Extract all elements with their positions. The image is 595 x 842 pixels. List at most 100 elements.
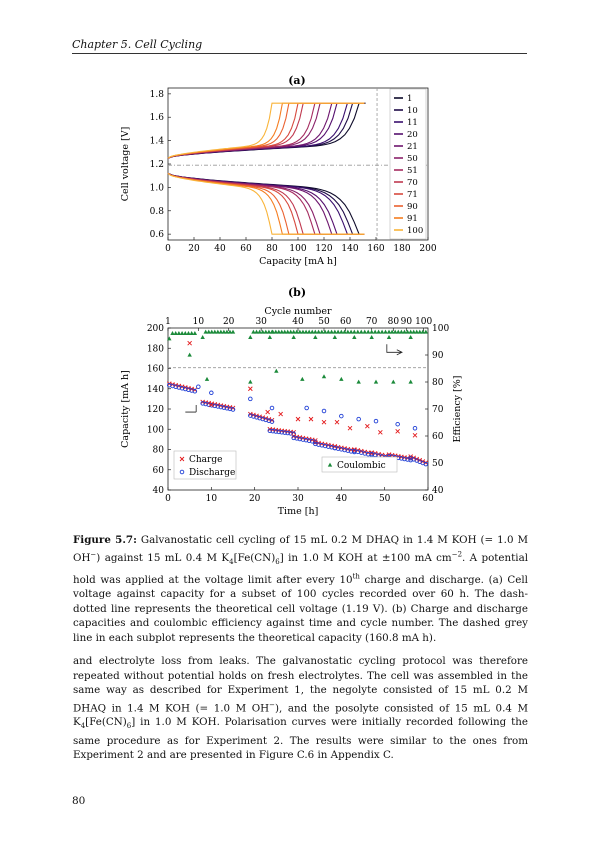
x-tick-label: 120	[315, 244, 332, 254]
coulombic-point	[248, 379, 253, 384]
right-axis-arrow	[386, 344, 403, 356]
legend-label: 100	[407, 226, 423, 236]
charge-point	[365, 423, 370, 429]
charge-point	[209, 402, 214, 408]
coulombic-point	[300, 376, 305, 381]
coulombic-point	[189, 331, 194, 335]
y-tick-label: 200	[147, 324, 164, 334]
coulombic-point	[276, 329, 281, 334]
discharge-point	[412, 425, 418, 431]
coulombic-point	[332, 335, 338, 340]
legend-label: 20	[407, 130, 418, 140]
coulombic-point	[300, 329, 306, 334]
coulombic-point	[339, 329, 344, 334]
charge-curve-1	[167, 102, 366, 159]
legend-right-box	[321, 456, 398, 473]
coulombic-point	[391, 379, 396, 384]
top-axis-label: Cycle number	[264, 306, 332, 317]
discharge-curve-11	[167, 172, 365, 235]
discharge-point	[339, 413, 344, 419]
coulombic-point	[282, 329, 287, 334]
x-tick-label: 60	[422, 494, 434, 504]
discharge-point	[248, 396, 253, 402]
y2-axis-label: Efficiency [%]	[452, 376, 463, 443]
top-tick-label: 70	[366, 317, 378, 327]
discharge-point	[395, 421, 400, 427]
coulombic-point	[266, 329, 272, 334]
coulombic-point	[176, 331, 182, 335]
coulombic-point	[386, 335, 392, 340]
coulombic-point	[348, 329, 354, 334]
coulombic-point	[372, 329, 378, 334]
y-tick-label: 40	[153, 486, 165, 496]
y2-tick-label: 100	[432, 324, 449, 334]
top-tick-label: 30	[255, 317, 267, 327]
legend-label: 11	[407, 118, 418, 128]
legend-box	[389, 88, 427, 240]
top-tick-label: 60	[340, 317, 352, 327]
coulombic-point	[366, 329, 371, 334]
legend-label: 21	[407, 142, 418, 152]
discharge-curve-10	[167, 172, 365, 235]
charge-point	[248, 386, 253, 392]
coulombic-point	[411, 329, 416, 334]
discharge-point	[209, 390, 214, 396]
coulombic-point	[389, 329, 395, 334]
coulombic-point	[420, 329, 425, 334]
charge-point	[295, 416, 301, 422]
top-tick-label: 90	[401, 317, 413, 327]
discharge-curve-70	[167, 172, 365, 235]
coulombic-point	[297, 329, 303, 334]
y-axis-label: Cell voltage [V]	[120, 127, 131, 202]
charge-point	[308, 416, 314, 422]
discharge-point	[423, 461, 429, 467]
discharge-point	[304, 405, 309, 411]
legend-label: 91	[407, 214, 418, 224]
y-tick-label: 1.2	[150, 160, 164, 170]
y2-tick-label: 70	[432, 405, 444, 415]
coulombic-point	[355, 329, 360, 334]
legend-discharge-label: Discharge	[189, 468, 235, 478]
charge-point	[378, 429, 383, 435]
panel-a-label: (a)	[288, 74, 306, 87]
discharge-point	[192, 389, 198, 394]
coulombic-point	[379, 329, 385, 334]
coulombic-point	[408, 335, 413, 340]
y-tick-label: 60	[153, 466, 165, 476]
x-tick-label: 10	[206, 494, 218, 504]
coulombic-point	[186, 331, 191, 335]
x-tick-label: 100	[289, 244, 306, 254]
charge-point	[347, 425, 353, 431]
coulombic-point	[215, 329, 221, 334]
discharge-curve-1	[167, 172, 365, 235]
legend-label: 70	[407, 178, 418, 188]
coulombic-point	[402, 329, 407, 334]
figure-5-7: (a) 0 20 40 60 80 100 120 140 160 180 2000.60.81.0…	[120, 74, 463, 517]
legend-label: 51	[407, 166, 418, 176]
coulombic-point	[383, 329, 388, 334]
coulombic-point	[352, 335, 357, 340]
y-tick-label: 0.6	[150, 230, 165, 240]
top-tick-label: 100	[415, 317, 432, 327]
x-tick-label: 180	[393, 244, 410, 254]
page-number: 80	[72, 795, 86, 807]
body-paragraph: and electrolyte loss from leaks. The gal…	[73, 655, 528, 762]
coulombic-point	[303, 329, 309, 334]
coulombic-point	[179, 331, 185, 335]
coulombic-point	[322, 329, 328, 334]
y2-tick-label: 80	[432, 378, 444, 388]
y-tick-label: 100	[147, 425, 164, 435]
panel-a-chart: 0 20 40 60 80 100 120 140 160 180 2000.60.81.01.21…	[120, 87, 437, 267]
charge-point	[395, 428, 400, 434]
panel-b-chart: 0 10 20 30 40 50 60406080100120140160180200405…	[120, 306, 463, 517]
coulombic-point	[405, 329, 410, 334]
legend-coulombic-label: Coulombic	[337, 461, 386, 471]
y-tick-label: 140	[147, 385, 164, 395]
y-tick-label: 180	[147, 344, 164, 354]
discharge-curve-51	[167, 172, 365, 235]
charge-point	[265, 409, 270, 415]
coulombic-point	[386, 329, 392, 334]
discharge-point	[230, 407, 236, 412]
coulombic-point	[313, 329, 318, 334]
legend-label: 90	[407, 202, 418, 212]
